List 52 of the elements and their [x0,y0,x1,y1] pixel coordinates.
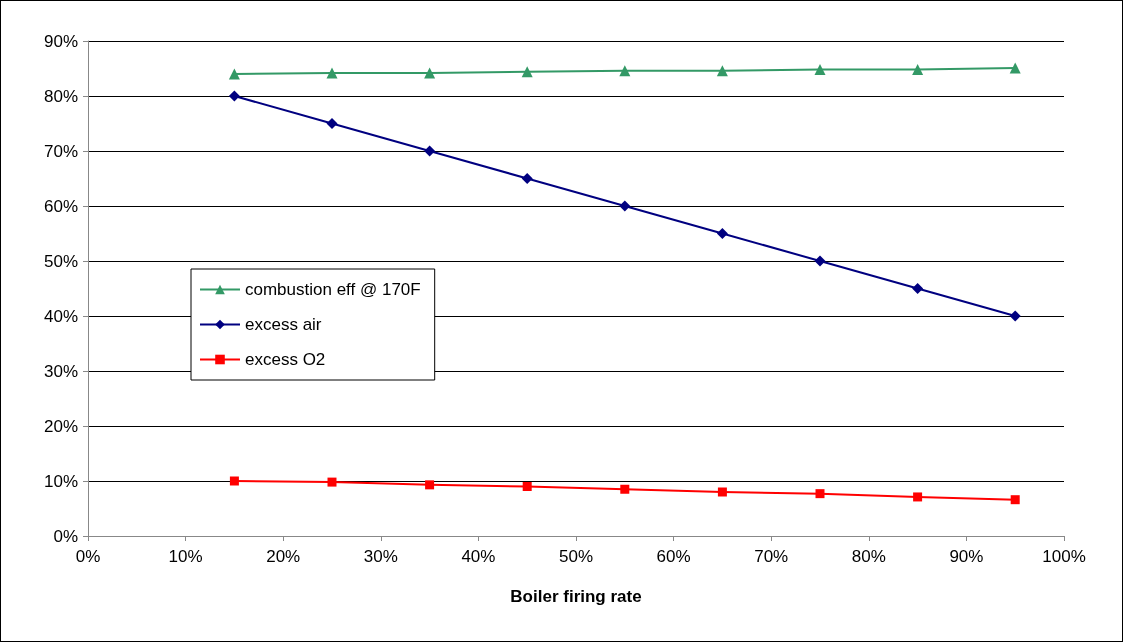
legend-label: excess air [245,315,322,334]
x-tick-label: 0% [75,547,101,566]
point [228,90,240,102]
y-tick-label: 40% [43,306,78,326]
point [815,489,825,499]
point [425,480,435,490]
point [912,64,924,76]
x-tick-label: 100% [1042,547,1086,566]
y-tick-label: 80% [43,86,78,106]
point [327,477,337,487]
point [424,145,436,157]
y-tick-label: 90% [43,31,78,51]
point [229,476,239,486]
x-tick-label: 90% [949,547,984,566]
point [521,66,533,78]
x-axis-title: Boiler firing rate [510,587,642,606]
point [814,255,826,267]
point [716,65,728,77]
point [1009,62,1021,74]
point [619,65,631,77]
y-tick-label: 70% [43,141,78,161]
y-tick-label: 20% [43,416,78,436]
point [326,118,338,129]
point [326,67,338,79]
x-tick-label: 70% [754,547,789,566]
point [717,487,727,497]
point [228,68,240,80]
x-tick-label: 50% [558,547,594,566]
point [912,283,924,294]
point [620,484,630,494]
point [913,492,923,502]
point [716,228,728,239]
point [1009,310,1021,322]
point [522,482,532,491]
point [521,173,533,184]
x-tick-label: 20% [266,547,301,566]
point [1010,495,1020,505]
point [424,67,436,79]
x-tick-label: 10% [168,547,203,566]
point [619,200,631,212]
x-tick-label: 40% [461,547,496,566]
x-tick-label: 30% [363,547,398,566]
y-tick-label: 30% [43,361,78,381]
x-tick-label: 60% [656,547,691,566]
y-tick-label: 10% [43,471,78,491]
y-tick-label: 50% [43,251,78,271]
legend-label: combustion eff @ 170F [245,280,421,299]
point [814,64,826,76]
y-tick-label: 0% [53,526,78,546]
legend-label: excess O2 [245,350,326,369]
y-tick-label: 60% [43,196,78,216]
x-tick-label: 80% [851,547,886,566]
